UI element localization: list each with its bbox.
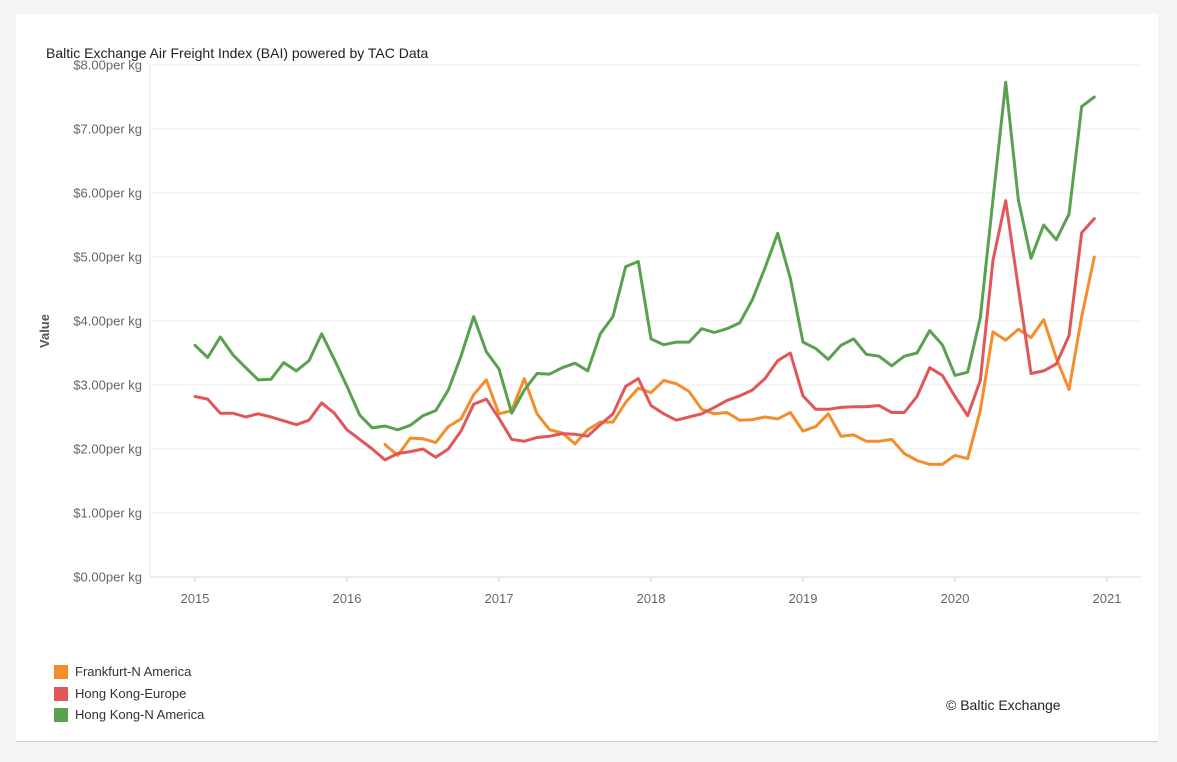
legend-swatch-hong-kong-n-america xyxy=(54,708,68,722)
x-tick-label: 2019 xyxy=(789,591,818,606)
x-tick-label: 2017 xyxy=(485,591,514,606)
y-tick-label: $3.00per kg xyxy=(73,378,142,393)
legend-label: Frankfurt-N America xyxy=(75,664,192,679)
legend-swatch-hong-kong-europe xyxy=(54,686,68,701)
series-lines xyxy=(193,80,1096,466)
legend-item[interactable]: Hong Kong-N America xyxy=(54,707,204,729)
series-line-frankfurt-n-america[interactable] xyxy=(383,255,1096,466)
chart-card: Baltic Exchange Air Freight Index (BAI) … xyxy=(16,14,1158,742)
legend-item[interactable]: Hong Kong-Europe xyxy=(54,686,204,708)
copyright-annotation: © Baltic Exchange xyxy=(946,697,1061,713)
legend-item[interactable]: Frankfurt-N America xyxy=(54,664,204,686)
chart-title: Baltic Exchange Air Freight Index (BAI) … xyxy=(46,45,429,61)
legend-label: Hong Kong-N America xyxy=(75,707,205,722)
y-tick-label: $7.00per kg xyxy=(73,122,142,137)
y-tick-label: $8.00per kg xyxy=(73,58,142,73)
y-axis-label: Value xyxy=(37,314,52,348)
line-chart: $0.00per kg $1.00per kg $2.00per kg $3.00pe… xyxy=(37,58,1141,606)
x-tick-label: 2016 xyxy=(333,591,362,606)
x-axis-ticks: 2015 2016 2017 2018 2019 2020 2021 xyxy=(181,577,1122,606)
y-tick-label: $5.00per kg xyxy=(73,250,142,265)
legend-swatch-frankfurt-n-america xyxy=(54,665,68,679)
x-tick-label: 2015 xyxy=(181,591,210,606)
y-tick-label: $2.00per kg xyxy=(73,442,142,457)
y-axis-ticks: $0.00per kg $1.00per kg $2.00per kg $3.00pe… xyxy=(73,58,142,585)
x-tick-label: 2018 xyxy=(637,591,666,606)
y-tick-label: $4.00per kg xyxy=(73,314,142,329)
legend: Frankfurt-N America Hong Kong-Europe Hon… xyxy=(54,664,204,729)
legend-label: Hong Kong-Europe xyxy=(75,685,187,701)
y-tick-label: $1.00per kg xyxy=(73,506,142,521)
series-line-hong-kong-n-america[interactable] xyxy=(193,80,1096,432)
series-line-hong-kong-europe[interactable] xyxy=(193,199,1096,462)
y-tick-label: $6.00per kg xyxy=(73,186,142,201)
grid-lines xyxy=(149,64,1141,578)
y-tick-label: $0.00per kg xyxy=(73,570,142,585)
x-tick-label: 2021 xyxy=(1093,591,1122,606)
x-tick-label: 2020 xyxy=(941,591,970,606)
